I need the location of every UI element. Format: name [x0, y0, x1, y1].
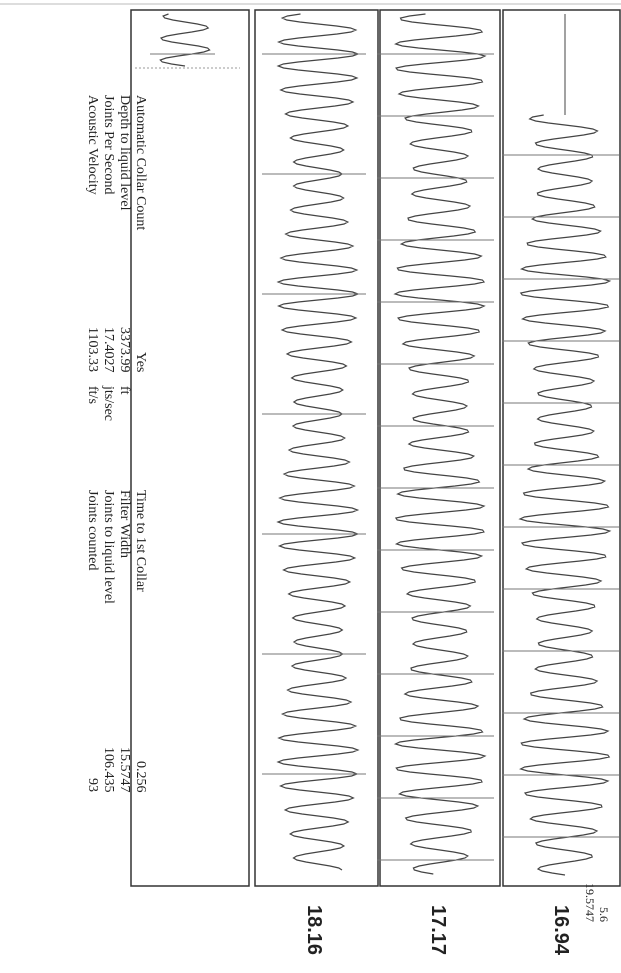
param-unit: jts/sec: [101, 386, 116, 421]
param-value: 15.5747: [117, 746, 132, 793]
param-label: Joints counted: [85, 490, 100, 571]
param-value: 1103.33: [85, 327, 100, 372]
param-label: Joints Per Second: [101, 95, 116, 195]
extra-value: 5.6: [597, 907, 611, 922]
param-value: 17.4027: [101, 326, 116, 373]
param-label: Filter Width: [117, 490, 132, 559]
waveform: [518, 114, 612, 876]
param-label: Acoustic Velocity: [85, 95, 100, 195]
param-value: 93: [85, 778, 100, 792]
param-value: 106.435: [101, 746, 116, 793]
trace-panel: [379, 9, 501, 887]
param-unit: ft: [117, 386, 132, 395]
waveform: [276, 13, 360, 871]
param-label: Automatic Collar Count: [133, 95, 148, 231]
param-value: 3373.99: [117, 326, 132, 373]
param-unit: ft/s: [85, 386, 100, 404]
param-label: Joints to liquid level: [101, 490, 116, 604]
param-value: 0.256: [133, 760, 148, 793]
param-value: Yes: [133, 351, 148, 372]
trace-label: 17.17: [427, 905, 449, 956]
trace-panel: [130, 9, 250, 887]
extra-value: 19.5747: [583, 883, 597, 922]
trace-panel: [502, 9, 621, 887]
waveform: [393, 13, 487, 875]
trace-label: 18.16: [303, 905, 325, 956]
trace-panel: [254, 9, 379, 887]
trace-label: 16.94: [550, 905, 572, 956]
param-label: Time to 1st Collar: [133, 490, 148, 592]
param-label: Depth to liquid level: [117, 95, 132, 211]
waveform: [159, 13, 211, 67]
